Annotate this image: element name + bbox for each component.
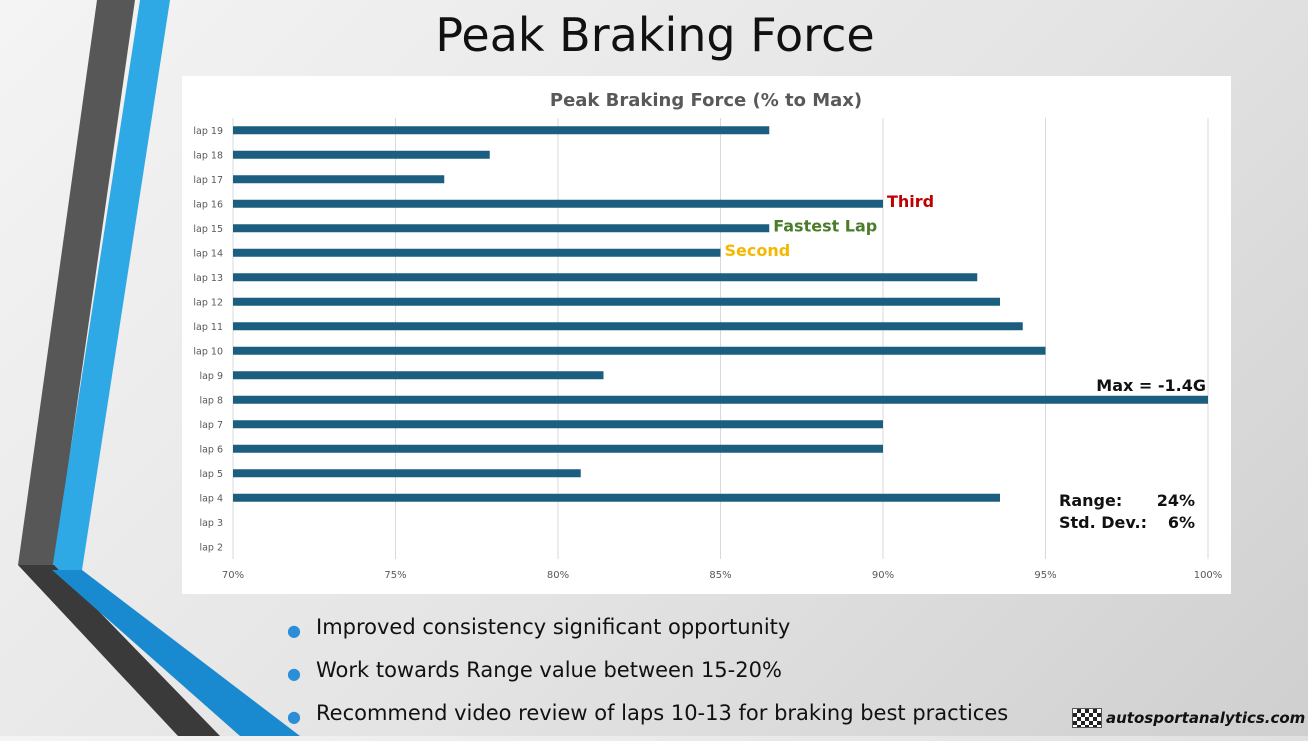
bar [233, 395, 1208, 404]
bullet-dot-icon: ● [287, 664, 301, 683]
y-tick-label: lap 16 [193, 199, 223, 210]
stat-label: Std. Dev.: [1059, 513, 1147, 532]
x-tick-label: 70% [222, 570, 244, 581]
bar [233, 175, 445, 184]
checkered-flag-icon [1072, 708, 1102, 728]
bar-chart: Peak Braking Force (% to Max) 70% 75% 80% 85… [193, 90, 1223, 581]
y-tick-label: lap 14 [193, 248, 223, 259]
stat-label: Range: [1059, 491, 1122, 510]
bullet-text: Improved consistency significant opportu… [316, 615, 791, 639]
y-tick-label: lap 11 [193, 322, 223, 333]
bar [233, 322, 1023, 331]
stat-value: 6% [1168, 513, 1195, 532]
bar [233, 444, 883, 453]
y-tick-label: lap 19 [193, 126, 223, 137]
x-tick-label: 100% [1194, 570, 1223, 581]
bullet-dot-icon: ● [287, 707, 301, 726]
chart-title: Peak Braking Force (% to Max) [550, 90, 862, 111]
y-tick-label: lap 12 [193, 297, 223, 308]
slide-title: Peak Braking Force [435, 8, 875, 62]
brand-logo: autosportanalytics.com [1072, 706, 1305, 730]
bullet-text: Work towards Range value between 15-20% [316, 658, 782, 682]
bar [233, 224, 770, 233]
bar [233, 469, 581, 478]
bullet-list: ● Improved consistency significant opport… [286, 612, 1008, 741]
y-tick-label: lap 3 [199, 518, 223, 529]
y-tick-label: lap 4 [199, 493, 223, 504]
bar [233, 199, 883, 208]
y-tick-label: lap 18 [193, 150, 223, 161]
bullet-item: ● Recommend video review of laps 10-13 fo… [286, 698, 1008, 741]
y-tick-label: lap 13 [193, 273, 223, 284]
y-tick-label: lap 6 [199, 444, 223, 455]
bullet-item: ● Work towards Range value between 15-20% [286, 655, 1008, 698]
bar [233, 126, 770, 135]
x-tick-label: 90% [872, 570, 894, 581]
y-tick-label: lap 8 [199, 395, 223, 406]
bar [233, 248, 721, 257]
stat-value: 24% [1157, 491, 1195, 510]
bar [233, 420, 883, 429]
bullet-dot-icon: ● [287, 621, 301, 640]
y-tick-label: lap 17 [193, 175, 223, 186]
bullet-item: ● Improved consistency significant opport… [286, 612, 1008, 655]
y-tick-label: lap 9 [199, 371, 223, 382]
annotation-label: Fastest Lap [773, 216, 877, 235]
bar [233, 273, 978, 282]
annotation-label: Second [725, 241, 791, 260]
y-tick-label: lap 2 [199, 542, 223, 553]
bar [233, 371, 604, 380]
bar [233, 297, 1000, 306]
x-tick-label: 95% [1034, 570, 1056, 581]
x-tick-label: 75% [384, 570, 406, 581]
bar [233, 493, 1000, 502]
y-tick-label: lap 15 [193, 224, 223, 235]
y-tick-label: lap 10 [193, 346, 223, 357]
bullet-text: Recommend video review of laps 10-13 for… [316, 701, 1009, 725]
annotation-label: Third [887, 192, 934, 211]
annotation-label: Max = -1.4G [1096, 376, 1206, 395]
x-tick-label: 85% [709, 570, 731, 581]
bar [233, 346, 1046, 355]
bar [233, 150, 490, 159]
brand-text: autosportanalytics.com [1106, 709, 1306, 727]
y-tick-label: lap 7 [199, 420, 223, 431]
x-tick-label: 80% [547, 570, 569, 581]
y-tick-label: lap 5 [199, 469, 223, 480]
chart-panel: Peak Braking Force (% to Max) 70% 75% 80% 85… [182, 76, 1231, 594]
